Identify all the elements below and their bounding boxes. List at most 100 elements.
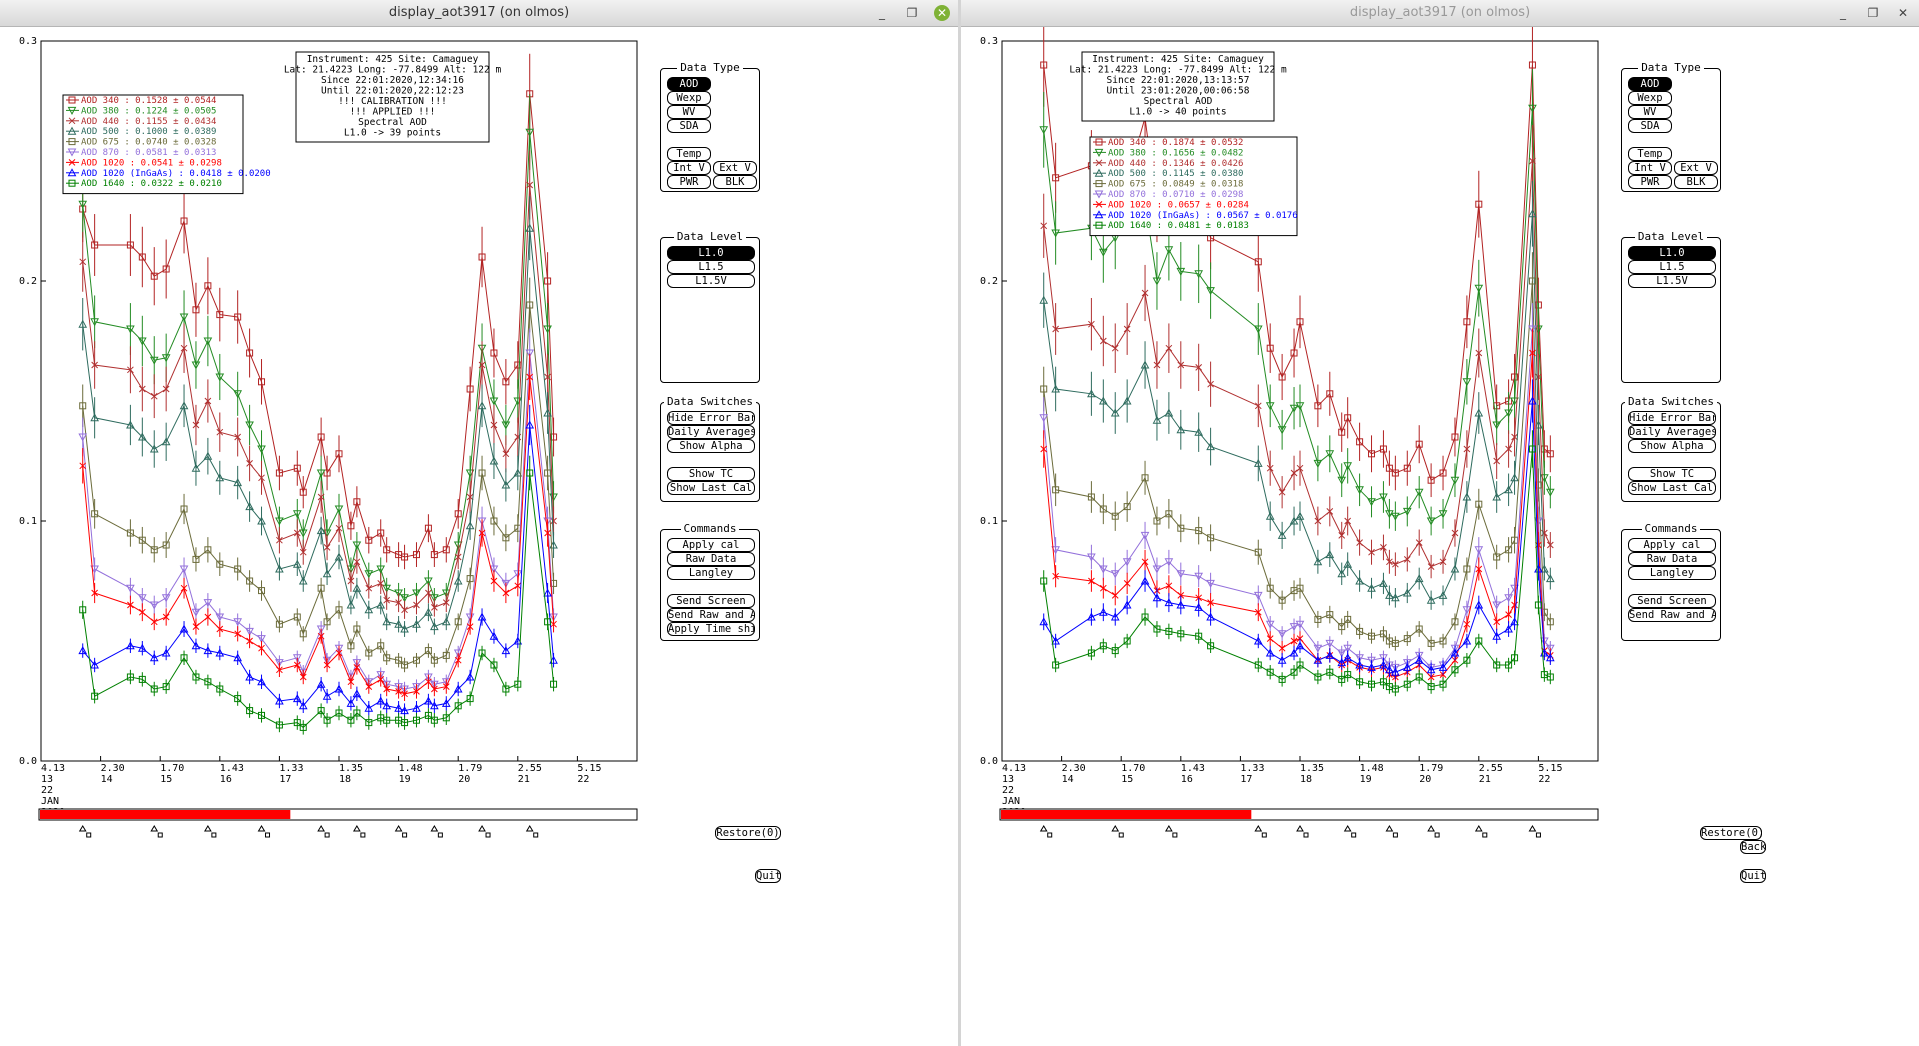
data-type-sda-button[interactable]: SDA [667, 119, 711, 133]
legend-entry: AOD 1020 (InGaAs) : 0.0567 ± 0.0176 [1108, 211, 1298, 221]
data-type-aod-button[interactable]: AOD [1628, 77, 1672, 91]
data-point [1414, 574, 1424, 583]
close-icon[interactable]: ✕ [934, 5, 950, 21]
data-type-blk-button[interactable]: BLK [713, 175, 757, 189]
timeline-marker [211, 832, 217, 838]
send-screen-button[interactable]: Send Screen [667, 594, 755, 608]
titlebar[interactable]: display_aot3917 (on olmos) _ ❐ ✕ [961, 0, 1919, 27]
data-point [441, 698, 451, 707]
data-type-ext-v-button[interactable]: Ext V [713, 161, 757, 175]
hide-error-bars-button[interactable]: Hide Error Bars [667, 411, 755, 425]
minimize-icon[interactable]: _ [1840, 6, 1846, 20]
data-point [204, 678, 212, 686]
data-point [1098, 607, 1108, 616]
data-point [454, 702, 462, 710]
raw-data-button[interactable]: Raw Data [1628, 552, 1716, 566]
timeline-marker [1111, 825, 1120, 832]
hide-error-bars-button[interactable]: Hide Error Bars [1628, 411, 1716, 425]
close-icon[interactable]: ✕ [1897, 6, 1909, 20]
data-point [1492, 421, 1502, 430]
data-point [430, 622, 439, 631]
quit-button[interactable]: Quit [1740, 869, 1767, 883]
data-point [1295, 620, 1305, 629]
daily-averages-button[interactable]: Daily Averages [667, 425, 755, 439]
data-point [1296, 464, 1304, 472]
data-type-temp-button[interactable]: Temp [667, 147, 711, 161]
raw-data-button[interactable]: Raw Data [667, 552, 755, 566]
data-point [1403, 556, 1411, 563]
langley-button[interactable]: Langley [1628, 566, 1716, 580]
data-point [1528, 277, 1536, 285]
data-point [489, 456, 499, 465]
show-tc-button[interactable]: Show TC [667, 467, 755, 481]
data-point [191, 608, 201, 617]
data-point [442, 683, 450, 690]
data-level-l1-0-button[interactable]: L1.0 [667, 246, 755, 260]
restore-0-button[interactable]: Restore(0) [715, 826, 781, 840]
daily-averages-button[interactable]: Daily Averages [1628, 425, 1716, 439]
restore-icon[interactable]: ❐ [906, 6, 918, 20]
data-type-wv-button[interactable]: WV [1628, 105, 1672, 119]
data-type-wv-button[interactable]: WV [667, 105, 711, 119]
data-point [1355, 654, 1364, 663]
data-point [1194, 270, 1204, 279]
panel-title: Commands [680, 522, 740, 535]
data-type-temp-button[interactable]: Temp [1628, 147, 1672, 161]
data-level-l1-5v-button[interactable]: L1.5V [1628, 274, 1716, 288]
send-raw-and-aod-button[interactable]: Send Raw and AOD [667, 608, 755, 622]
show-last-cal-button[interactable]: Show Last Cal [1628, 481, 1716, 495]
legend-entry: AOD 440 : 0.1155 ± 0.0434 [81, 117, 216, 127]
series-aod-675 [79, 277, 558, 673]
show-alpha-button[interactable]: Show Alpha [667, 439, 755, 453]
data-level-l1-5-button[interactable]: L1.5 [1628, 260, 1716, 274]
apply-time-shift-button[interactable]: Apply Time shift [667, 622, 755, 636]
show-last-cal-button[interactable]: Show Last Cal [667, 481, 755, 495]
data-type-pwr-button[interactable]: PWR [667, 175, 711, 189]
series-aod-1020 [79, 353, 557, 701]
data-type-aod-button[interactable]: AOD [667, 77, 711, 91]
data-point [1529, 349, 1536, 357]
data-type-pwr-button[interactable]: PWR [1628, 175, 1672, 189]
legend-marker [1094, 168, 1104, 177]
data-point [1385, 464, 1393, 472]
data-point [258, 711, 266, 719]
data-point [412, 551, 420, 559]
show-tc-button[interactable]: Show TC [1628, 467, 1716, 481]
data-point [150, 392, 158, 400]
restore-icon[interactable]: ❐ [1867, 6, 1879, 20]
titlebar[interactable]: display_aot3917 (on olmos) _ ❐ ✕ [0, 0, 958, 27]
data-point [401, 606, 408, 614]
data-point [149, 653, 159, 662]
apply-cal-button[interactable]: Apply cal [667, 538, 755, 552]
data-level-l1-5v-button[interactable]: L1.5V [667, 274, 755, 288]
data-type-wexp-button[interactable]: Wexp [667, 91, 711, 105]
data-point [1356, 678, 1364, 686]
show-alpha-button[interactable]: Show Alpha [1628, 439, 1716, 453]
data-point [1253, 591, 1263, 600]
langley-button[interactable]: Langley [667, 566, 755, 580]
quit-button[interactable]: Quit [755, 869, 782, 883]
timeline-bar[interactable] [999, 808, 1599, 821]
data-type-wexp-button[interactable]: Wexp [1628, 91, 1672, 105]
data-point [1414, 651, 1424, 660]
data-type-int-v-button[interactable]: Int V [1628, 161, 1672, 175]
back-button[interactable]: Back [1740, 840, 1767, 854]
data-type-sda-button[interactable]: SDA [1628, 119, 1672, 133]
x-tick-label-top: 1.70 [1121, 763, 1145, 774]
apply-cal-button[interactable]: Apply cal [1628, 538, 1716, 552]
data-point [1326, 390, 1334, 398]
data-point [150, 685, 158, 693]
data-point [1510, 584, 1519, 593]
minimize-icon[interactable]: _ [879, 6, 885, 20]
data-level-l1-5-button[interactable]: L1.5 [667, 260, 755, 274]
send-screen-button[interactable]: Send Screen [1628, 594, 1716, 608]
data-type-ext-v-button[interactable]: Ext V [1674, 161, 1718, 175]
data-level-l1-0-button[interactable]: L1.0 [1628, 246, 1716, 260]
restore-0-button[interactable]: Restore(0) [1700, 826, 1765, 840]
data-type-int-v-button[interactable]: Int V [667, 161, 711, 175]
timeline-bar[interactable] [38, 808, 638, 821]
data-point [1295, 402, 1305, 411]
send-raw-and-aod-button[interactable]: Send Raw and AOD [1628, 608, 1716, 622]
data-point [365, 719, 373, 727]
data-type-blk-button[interactable]: BLK [1674, 175, 1718, 189]
